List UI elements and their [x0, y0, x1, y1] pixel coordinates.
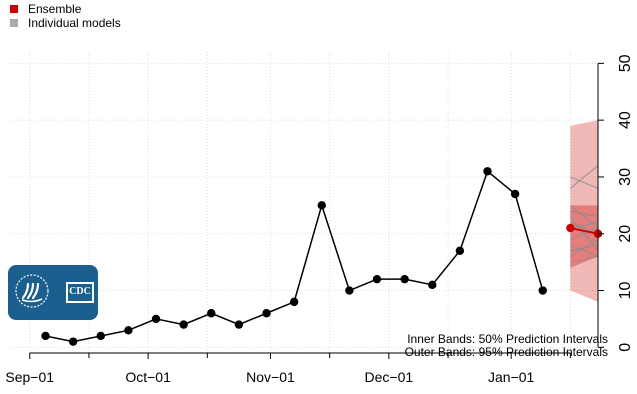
outer-95-band	[570, 120, 598, 302]
individual-model-line	[570, 176, 599, 189]
grid-lines	[10, 52, 598, 353]
observed-point	[262, 309, 271, 318]
cdc-logo-text: CDC	[69, 286, 91, 297]
cdc-logo: CDC	[8, 265, 98, 320]
hhs-eagle-icon	[15, 274, 49, 308]
legend-item-individual-models: Individual models	[10, 16, 121, 30]
ensemble-line	[570, 227, 599, 235]
y-tick-label: 40	[617, 111, 634, 129]
individual-model-line	[569, 216, 599, 252]
observed-point	[124, 326, 133, 335]
observed-point	[400, 274, 409, 284]
observed-point	[538, 286, 547, 295]
legend-label-individual-models: Individual models	[28, 16, 121, 30]
individual-model-line	[570, 255, 599, 263]
observed-point	[317, 201, 326, 210]
observed-point	[483, 167, 492, 176]
observed-point	[96, 331, 105, 341]
ensemble-point	[566, 223, 575, 233]
observed-point	[234, 320, 244, 329]
y-tick-label: 10	[617, 282, 634, 300]
y-tick-label: 20	[617, 225, 634, 243]
individual-model-lines	[569, 165, 599, 263]
ensemble-swatch	[10, 5, 18, 13]
individual-model-line	[570, 221, 599, 235]
observed-line	[45, 170, 544, 343]
observed-series	[41, 167, 547, 346]
observed-point	[428, 280, 437, 290]
y-tick-label: 50	[617, 54, 634, 72]
observed-point	[289, 297, 299, 307]
y-tick-label: 0	[617, 343, 634, 352]
axes: Sep−01 Oct−01 Nov−01 Dec−01 Jan−01 0 10 20 30 40 5…	[5, 54, 634, 385]
individual-models-swatch	[10, 19, 18, 27]
x-tick-label: Oct−01	[125, 369, 171, 385]
cdc-logo-frame	[66, 282, 94, 303]
observed-point	[455, 246, 465, 255]
inner-bands-note: Inner Bands: 50% Prediction Intervals	[407, 332, 608, 346]
observed-point	[68, 337, 78, 346]
x-tick-label: Nov−01	[246, 369, 295, 385]
individual-model-line	[570, 210, 599, 218]
x-tick-label: Sep−01	[5, 369, 54, 385]
observed-point	[510, 189, 520, 199]
observed-point	[179, 320, 188, 329]
individual-model-line	[569, 165, 599, 189]
observed-point	[207, 309, 216, 318]
legend-label-ensemble: Ensemble	[28, 2, 82, 16]
individual-model-line	[570, 221, 599, 229]
outer-bands-note: Outer Bands: 95% Prediction Intervals	[404, 345, 608, 359]
observed-point	[41, 331, 50, 341]
legend: Ensemble Individual models	[10, 2, 121, 30]
individual-model-line	[569, 204, 599, 229]
y-tick-label: 30	[617, 168, 634, 186]
individual-model-line	[570, 238, 599, 258]
x-tick-label: Jan−01	[488, 369, 535, 385]
observed-point	[372, 274, 382, 284]
x-tick-label: Dec−01	[365, 369, 414, 385]
legend-item-ensemble: Ensemble	[10, 2, 121, 16]
prediction-bands	[570, 120, 598, 302]
observed-point	[345, 286, 354, 295]
observed-point	[151, 314, 161, 324]
individual-model-line	[570, 244, 599, 258]
